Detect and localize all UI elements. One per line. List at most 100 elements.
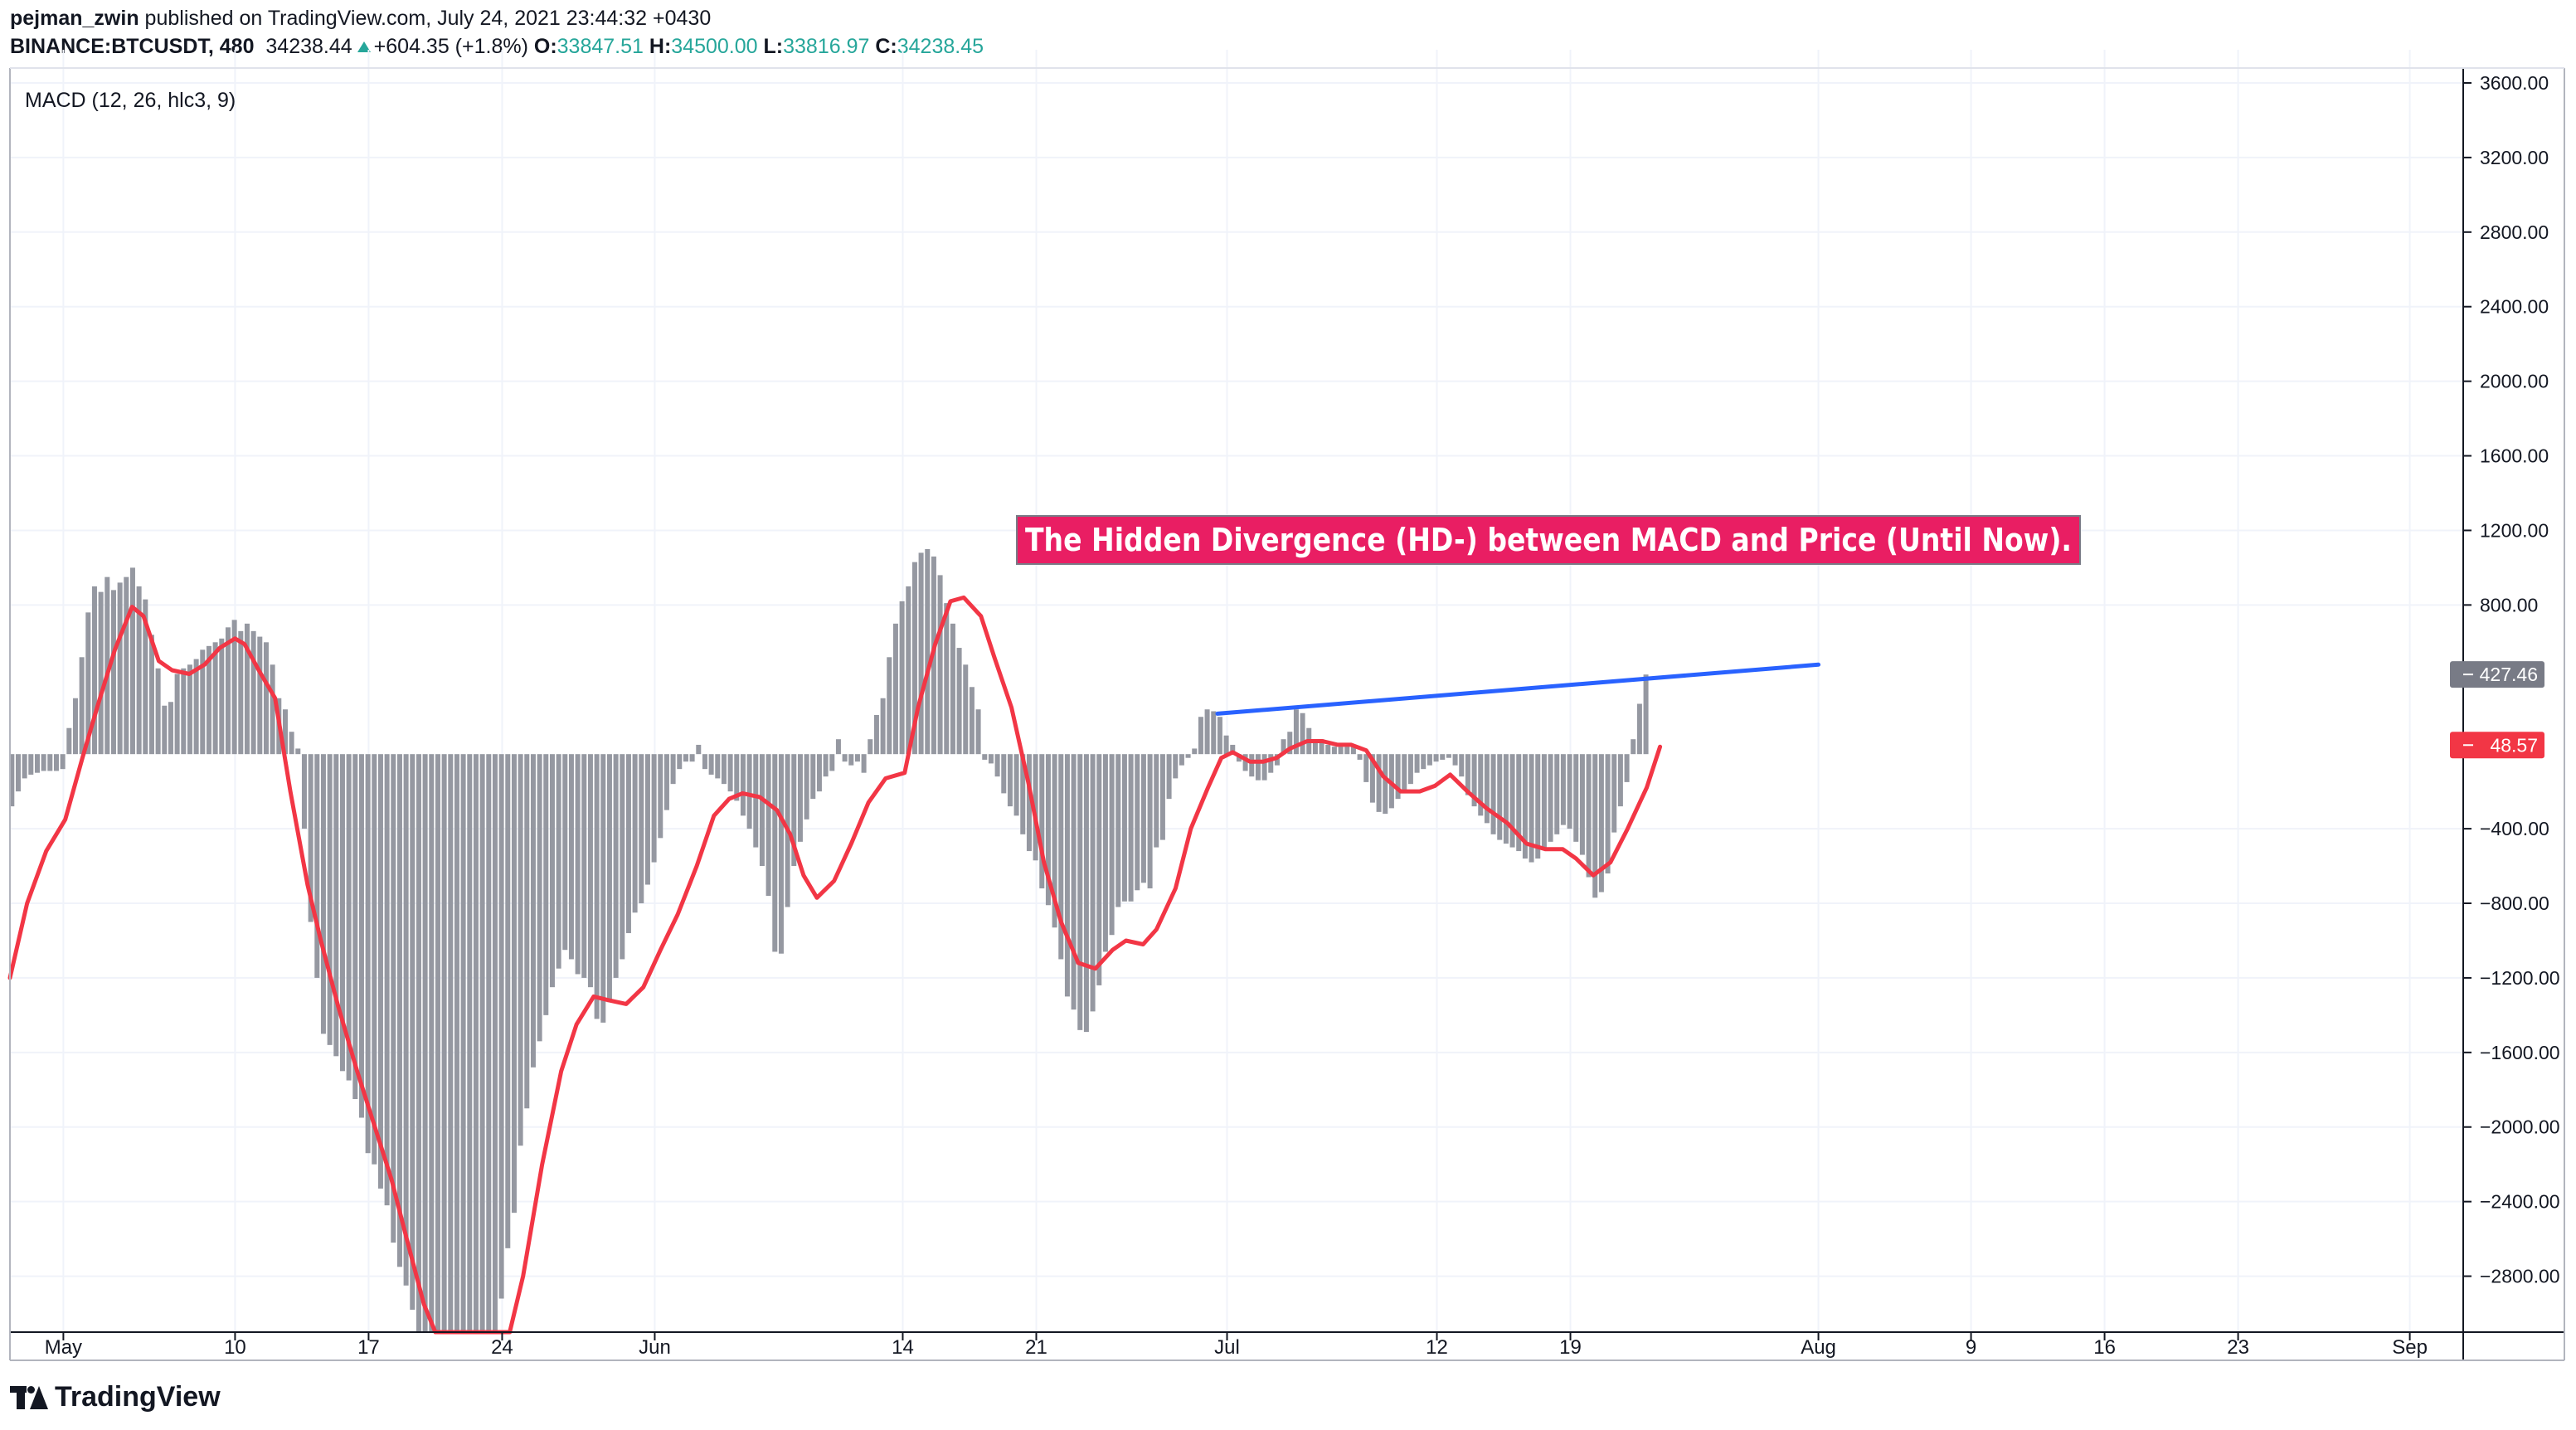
histogram-bar: [422, 754, 428, 1332]
histogram-bar: [1090, 754, 1096, 1012]
histogram-bar: [282, 709, 288, 755]
histogram-bar: [518, 754, 523, 1146]
histogram-bar: [206, 645, 211, 755]
histogram-bar: [1058, 754, 1064, 960]
histogram-bar: [1096, 754, 1102, 985]
histogram-bar: [320, 754, 326, 1034]
histogram-bar: [1033, 754, 1038, 861]
histogram-bar: [937, 575, 943, 755]
histogram-bar: [708, 754, 714, 775]
histogram-bar: [702, 754, 707, 770]
published-text: published on TradingView.com, July 24, 2…: [144, 7, 712, 30]
x-tick-label: Sep: [2392, 1336, 2428, 1359]
histogram-bar: [1383, 754, 1388, 815]
histogram-bar: [1376, 754, 1382, 812]
histogram-bar: [766, 754, 771, 897]
histogram-bar: [505, 754, 511, 1248]
histogram-bar: [1192, 748, 1198, 755]
histogram-bar: [1013, 754, 1019, 816]
histogram-bar: [587, 754, 593, 988]
symbol[interactable]: BINANCE:BTCUSDT, 480: [10, 35, 255, 58]
tradingview-logo[interactable]: TradingView: [10, 1381, 221, 1413]
histogram-bar: [925, 548, 931, 755]
histogram-bar: [543, 754, 549, 1015]
high-label: H:: [649, 35, 672, 58]
histogram-bar: [1255, 754, 1261, 781]
histogram-bar: [1407, 754, 1413, 785]
histogram-bar: [314, 754, 320, 978]
low-value: 33816.97: [783, 35, 870, 58]
indicator-label[interactable]: MACD (12, 26, hlc3, 9): [25, 89, 236, 112]
histogram-bar: [187, 664, 192, 755]
open-value: 33847.51: [557, 35, 644, 58]
histogram-bar: [632, 754, 638, 913]
histogram-bar: [1338, 747, 1344, 755]
histogram-bar: [1421, 754, 1427, 770]
histogram-bar: [416, 754, 421, 1332]
annotation-callout[interactable]: The Hidden Divergence (HD-) between MACD…: [1016, 515, 2081, 565]
y-tick-label: 2000.00: [2480, 371, 2549, 392]
histogram-bar: [1631, 739, 1636, 755]
histogram-bar: [1185, 754, 1191, 758]
last-value-text: 427.46: [2480, 664, 2538, 685]
histogram-bar: [110, 590, 116, 755]
symbol-ohlc-line: BINANCE:BTCUSDT, 480 34238.44 +604.35 (+1…: [10, 33, 984, 60]
histogram-bar: [1598, 754, 1604, 893]
histogram-bar: [473, 754, 479, 1332]
histogram-bar: [212, 642, 218, 755]
histogram-bar: [352, 754, 358, 1100]
histogram-bar: [625, 754, 631, 933]
histogram-bar: [759, 754, 765, 867]
histogram-bar: [727, 754, 733, 792]
histogram-bar: [1357, 754, 1363, 760]
histogram-bar: [810, 754, 816, 800]
histogram-bar: [594, 754, 600, 1019]
histogram-bar: [1516, 754, 1522, 852]
histogram-bar: [28, 754, 34, 775]
histogram-bar: [950, 623, 955, 755]
histogram-bar: [1331, 747, 1337, 755]
close-label: C:: [875, 35, 897, 58]
histogram-bar: [1446, 754, 1451, 758]
histogram-bar: [740, 754, 746, 816]
histogram-bar: [1484, 754, 1490, 824]
histogram-bar: [956, 648, 962, 755]
histogram-bar: [1300, 713, 1305, 755]
histogram-bar: [600, 754, 606, 1023]
histogram-bar: [85, 612, 91, 755]
x-tick-label: Jun: [639, 1336, 671, 1359]
histogram-bar: [1147, 754, 1153, 889]
histogram-bar: [1592, 754, 1598, 898]
histogram-bar: [651, 754, 657, 863]
histogram-bar: [969, 687, 975, 755]
histogram-bar: [1001, 754, 1007, 794]
signal-line: [7, 595, 1663, 1335]
histogram-bar: [816, 754, 822, 792]
histogram-bar: [244, 623, 250, 755]
signal-line-path: [7, 595, 1663, 1335]
trendline[interactable]: [1215, 662, 1821, 716]
histogram-bar: [460, 754, 466, 1332]
histogram-bar: [663, 754, 669, 810]
histogram-bar: [1363, 754, 1369, 782]
histogram-bar: [441, 754, 447, 1332]
histogram-bar: [778, 754, 784, 954]
histogram-bar: [174, 674, 180, 755]
histogram-bar: [219, 638, 225, 755]
y-tick-label: 800.00: [2480, 594, 2538, 615]
histogram-bar: [104, 576, 110, 755]
histogram-bar: [1560, 754, 1566, 825]
histogram-bar: [1350, 747, 1356, 755]
histogram-bar: [620, 754, 625, 960]
histogram-bar: [575, 754, 581, 975]
x-tick-label: 16: [2093, 1336, 2116, 1359]
histogram-bar: [1344, 747, 1350, 755]
histogram-bar: [677, 754, 683, 770]
y-tick-label: 1200.00: [2480, 519, 2549, 541]
author[interactable]: pejman_zwin: [10, 7, 139, 30]
histogram-bar: [1045, 754, 1051, 906]
annotation-background: [1016, 515, 2081, 565]
histogram-bar: [911, 562, 917, 755]
histogram-bar: [1567, 754, 1572, 829]
